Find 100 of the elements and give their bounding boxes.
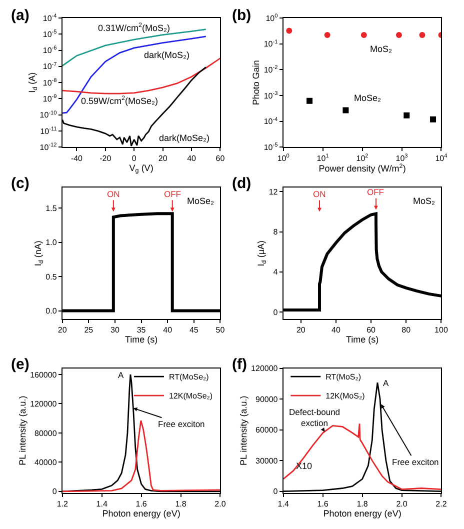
- x-tick-label: 35: [136, 326, 146, 335]
- line-series: [62, 36, 207, 114]
- chart-title: (b): [232, 7, 252, 24]
- x-tick-label: 20: [58, 326, 68, 335]
- x-tick-label: 1.8: [175, 499, 187, 508]
- annotation: Free exciton: [158, 419, 206, 429]
- series-label: dark(MoSe₂): [159, 133, 210, 143]
- x-tick-label: 1.8: [356, 499, 368, 508]
- x-tick-label: 60: [216, 154, 226, 163]
- x-tick-label: -20: [100, 154, 112, 163]
- y-tick-label: 8: [273, 228, 278, 237]
- x-axis-title: V$_{g}$ (V): [129, 162, 154, 175]
- y-tick-label: 10$^{-7}$: [42, 62, 57, 72]
- annotation: Free exciton: [392, 457, 440, 467]
- annotation: MoS₂: [413, 196, 436, 206]
- y-tick-label: 1.0: [46, 238, 58, 248]
- x-axis-title: Photon energy (eV): [102, 508, 180, 518]
- chart-title: (c): [11, 175, 30, 192]
- y-tick-label: 1.5: [46, 204, 58, 214]
- annotation: OFF: [367, 187, 384, 197]
- annotation: ON: [107, 189, 120, 199]
- annotation: A: [118, 370, 124, 380]
- x-tick-label: 40: [163, 326, 173, 335]
- y-tick-label: 10$^{-4}$: [42, 13, 57, 23]
- line-series: [62, 420, 220, 492]
- y-tick-label: 10$^{-4}$: [264, 116, 278, 126]
- series-label: MoSe₂: [354, 93, 382, 103]
- legend-label: 12K(MoS₂): [326, 392, 366, 401]
- series-label: MoS₂: [370, 44, 393, 54]
- y-tick-label: 10$^{-8}$: [42, 78, 57, 88]
- series-label: dark(MoS₂): [144, 50, 190, 60]
- y-tick-label: 0.5: [46, 272, 58, 282]
- annotation: A: [383, 378, 389, 388]
- x-tick-label: 2.0: [214, 499, 226, 508]
- x-tick-label: 1.4: [96, 499, 108, 508]
- annotation: ON: [313, 189, 326, 199]
- y-tick-label: 10$^{-2}$: [264, 65, 278, 74]
- y-axis-title: Photo Gain: [251, 60, 262, 106]
- y-tick-label: 80000: [34, 428, 58, 438]
- x-tick-label: 45: [189, 326, 199, 335]
- legend-label: 12K(MoSe₂): [168, 392, 213, 401]
- x-tick-label: 40: [332, 326, 341, 335]
- y-tick-label: 10$^{-12}$: [40, 142, 57, 152]
- x-tick-label: 0: [132, 154, 137, 163]
- y-tick-label: 160000: [30, 370, 58, 380]
- x-tick-label: 10$^{1}$: [316, 153, 329, 163]
- x-tick-label: 1.4: [278, 499, 290, 508]
- chart-title: (a): [11, 7, 30, 24]
- x-tick-label: 1.6: [317, 499, 329, 508]
- x-axis-title: Photon energy (eV): [323, 508, 402, 518]
- annotation: MoSe₂: [187, 196, 215, 206]
- legend-label: RT(MoSe₂): [168, 372, 210, 382]
- y-tick-label: 0: [273, 487, 278, 496]
- x-tick-label: 1.2: [56, 499, 68, 508]
- series-label: 0.31W/cm$^{2}$(MoS₂): [98, 22, 170, 33]
- annotation: X10: [296, 461, 312, 471]
- y-tick-label: 0: [273, 308, 278, 317]
- x-tick-label: 60: [366, 326, 376, 335]
- y-tick-label: 10$^{-10}$: [40, 110, 57, 120]
- x-tick-label: 10$^{2}$: [356, 153, 368, 163]
- x-tick-label: 2.0: [396, 499, 408, 508]
- x-tick-label: 80: [402, 326, 412, 335]
- y-tick-label: 120000: [251, 364, 278, 374]
- y-tick-label: 10$^{-11}$: [40, 126, 57, 136]
- legend-label: RT(MoS₂): [326, 372, 362, 382]
- x-tick-label: 50: [216, 326, 226, 335]
- series-label: 0.59W/cm$^{2}$(MoSe₂): [81, 95, 158, 106]
- y-tick-label: 30000: [256, 456, 278, 466]
- x-tick-label: -40: [70, 154, 84, 163]
- y-tick-label: 10$^{-1}$: [264, 39, 278, 49]
- x-axis-title: Power density (W/m$^{2}$): [318, 162, 406, 174]
- annotation: OFF: [164, 189, 181, 199]
- y-tick-label: 120000: [30, 400, 58, 409]
- x-tick-label: 100: [434, 326, 448, 335]
- y-tick-label: 10$^{-6}$: [42, 46, 57, 56]
- y-axis-title: PL intensity (a.u.): [17, 396, 28, 466]
- x-tick-label: 1.6: [136, 499, 148, 508]
- x-tick-label: 10$^{3}$: [396, 153, 408, 163]
- x-tick-label: 20: [158, 154, 168, 163]
- x-tick-label: 25: [84, 326, 94, 335]
- x-tick-label: 10$^{4}$: [435, 153, 448, 163]
- chart-title: (f): [232, 356, 247, 373]
- x-tick-label: 30: [110, 326, 120, 335]
- chart-title: (e): [11, 356, 30, 373]
- x-tick-label: 2.2: [436, 499, 448, 508]
- y-tick-label: 0.0: [46, 306, 58, 316]
- annotation: Defect-bound exction: [289, 407, 340, 428]
- chart-title: (d): [232, 175, 252, 192]
- x-axis-title: Time (s): [346, 334, 379, 345]
- y-tick-label: 10$^{-5}$: [42, 30, 57, 39]
- x-axis-title: Time (s): [124, 334, 158, 345]
- y-tick-label: 4: [273, 268, 278, 277]
- y-axis-title: PL intensity (a.u.): [238, 396, 248, 466]
- x-tick-label: 40: [187, 154, 197, 163]
- y-tick-label: 60000: [256, 426, 278, 435]
- x-tick-label: 20: [296, 326, 306, 335]
- y-tick-label: 10$^{-3}$: [264, 90, 278, 100]
- y-tick-label: 10$^{-9}$: [42, 94, 57, 104]
- y-tick-label: 10$^{-5}$: [264, 142, 278, 152]
- y-tick-label: 90000: [256, 394, 278, 404]
